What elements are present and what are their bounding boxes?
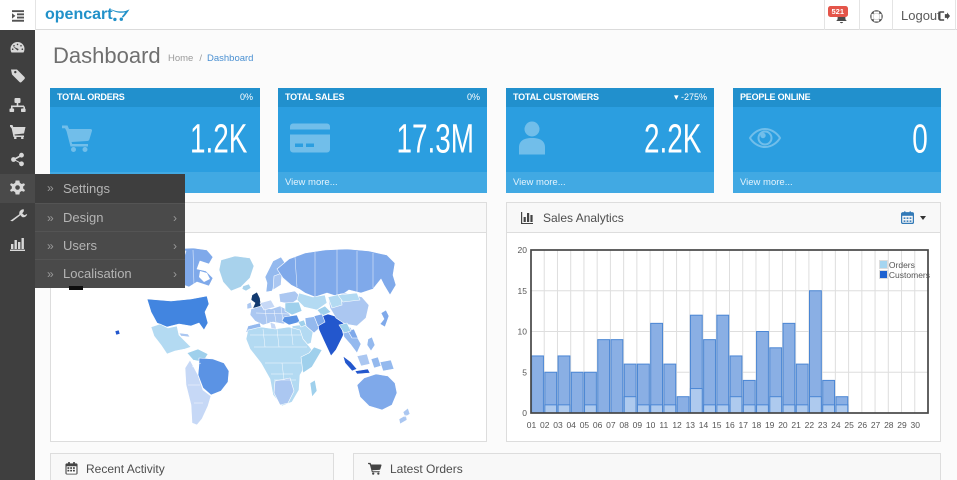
svg-text:16: 16 [725, 420, 735, 430]
svg-text:29: 29 [897, 420, 907, 430]
svg-text:06: 06 [593, 420, 603, 430]
svg-text:17: 17 [738, 420, 748, 430]
svg-text:22: 22 [805, 420, 815, 430]
svg-text:28: 28 [884, 420, 894, 430]
svg-text:15: 15 [712, 420, 722, 430]
svg-text:10: 10 [518, 327, 528, 337]
svg-text:5: 5 [522, 367, 527, 377]
svg-text:30: 30 [911, 420, 921, 430]
svg-text:09: 09 [633, 420, 643, 430]
svg-text:10: 10 [646, 420, 656, 430]
svg-text:04: 04 [566, 420, 576, 430]
svg-text:24: 24 [831, 420, 841, 430]
svg-text:20: 20 [778, 420, 788, 430]
svg-text:19: 19 [765, 420, 775, 430]
svg-text:21: 21 [791, 420, 801, 430]
svg-text:01: 01 [527, 420, 537, 430]
svg-text:18: 18 [752, 420, 762, 430]
svg-text:27: 27 [871, 420, 881, 430]
svg-text:25: 25 [844, 420, 854, 430]
svg-text:26: 26 [858, 420, 868, 430]
svg-text:14: 14 [699, 420, 709, 430]
svg-text:12: 12 [672, 420, 682, 430]
svg-text:15: 15 [518, 286, 528, 296]
svg-text:11: 11 [659, 420, 668, 430]
svg-text:08: 08 [619, 420, 629, 430]
svg-text:13: 13 [686, 420, 696, 430]
svg-text:05: 05 [580, 420, 590, 430]
svg-text:02: 02 [540, 420, 550, 430]
svg-text:23: 23 [818, 420, 828, 430]
svg-text:07: 07 [606, 420, 616, 430]
svg-text:0: 0 [522, 408, 527, 418]
svg-text:03: 03 [553, 420, 563, 430]
svg-text:20: 20 [518, 245, 528, 255]
